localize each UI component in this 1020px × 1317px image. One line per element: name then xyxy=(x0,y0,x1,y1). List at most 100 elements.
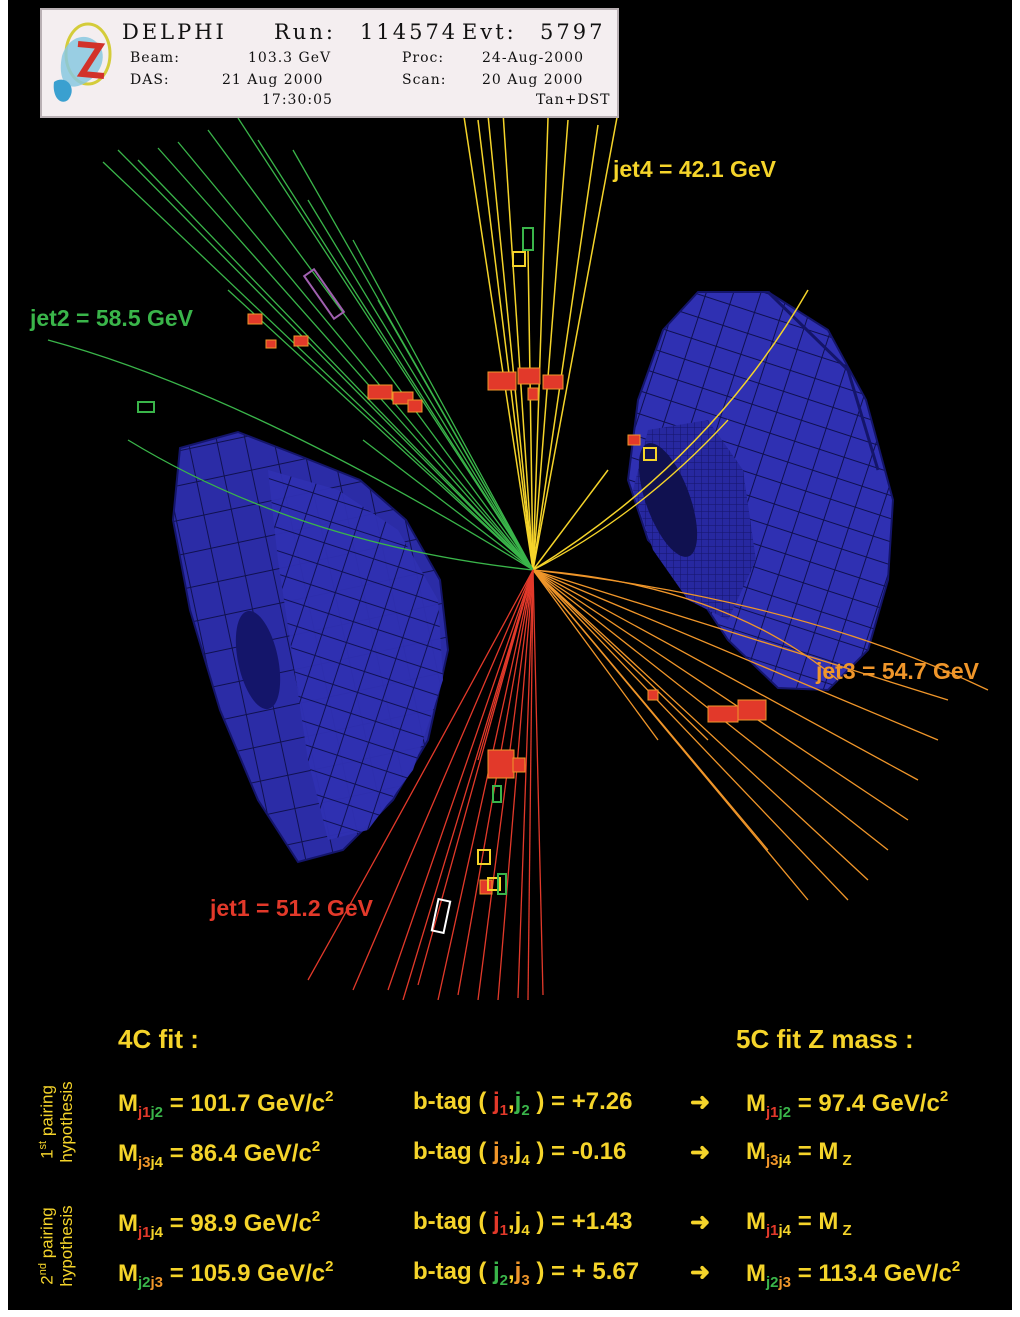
fit4c-mass: Mj2j3 = 105.9 GeV/c2 xyxy=(118,1258,334,1291)
jet3-track xyxy=(532,569,659,741)
mass-value: = 105.9 GeV/c xyxy=(163,1260,326,1287)
btag-label: b-tag ( xyxy=(413,1138,493,1165)
z-subscript: Z xyxy=(838,1222,852,1239)
btag-jet-index: 2 xyxy=(499,1272,508,1289)
btag-jet-index: 3 xyxy=(521,1272,530,1289)
btag-result: ) = +1.43 xyxy=(529,1208,633,1235)
jet3-track xyxy=(532,569,939,741)
jet-index: j4 xyxy=(778,1152,792,1169)
btag-sep: , xyxy=(508,1138,515,1165)
squared: 2 xyxy=(325,1088,334,1105)
das-label: DAS: xyxy=(130,72,170,88)
jet-index: j2 xyxy=(138,1274,151,1291)
btag-jet: j3 xyxy=(514,1258,530,1289)
mass-value: = 86.4 GeV/c xyxy=(163,1140,312,1167)
btag-value: b-tag ( j2,j3 ) = + 5.67 xyxy=(413,1258,639,1289)
mass-subscript: j1j2 xyxy=(766,1104,791,1121)
jet1-track xyxy=(517,569,534,999)
btag-sep: , xyxy=(508,1088,515,1115)
jet2-track xyxy=(117,149,534,571)
mass-subscript: j2j3 xyxy=(766,1274,791,1291)
squared: 2 xyxy=(311,1138,321,1155)
btag-jet: j2 xyxy=(492,1258,508,1289)
jet3-track xyxy=(532,569,839,681)
jet1-track xyxy=(352,569,534,991)
jet2-track xyxy=(362,439,534,571)
event-scene xyxy=(47,109,989,1000)
jet1-track xyxy=(457,569,534,996)
jet4-track xyxy=(487,114,534,571)
mass-symbol: M xyxy=(746,1138,766,1165)
mass-symbol: M xyxy=(118,1090,138,1117)
left-endcap-detector xyxy=(171,430,450,864)
btag-jet-index: 4 xyxy=(521,1152,530,1169)
event-info-panel: DELPHI Run: 114574 Evt: 5797 Beam: 103.3… xyxy=(40,8,619,118)
fit4c-mass: Mj1j2 = 101.7 GeV/c2 xyxy=(118,1088,334,1121)
jet-index: j4 xyxy=(150,1154,164,1171)
btag-jet: j4 xyxy=(514,1208,530,1239)
jet-index: j2 xyxy=(766,1274,779,1291)
jet2-track xyxy=(307,199,534,571)
btag-value: b-tag ( j1,j2 ) = +7.26 xyxy=(413,1088,632,1119)
btag-label: b-tag ( xyxy=(413,1088,493,1115)
btag-label: b-tag ( xyxy=(413,1208,493,1235)
mass-symbol: M xyxy=(118,1260,138,1287)
jet2-track xyxy=(257,139,534,571)
jet3-track xyxy=(532,569,869,881)
jet2-track xyxy=(377,299,534,571)
time-value: 17:30:05 xyxy=(262,92,333,108)
btag-jet-index: 1 xyxy=(499,1222,508,1239)
proc-value: 24-Aug-2000 xyxy=(482,50,584,66)
fit5c-mass: Mj1j2 = 97.4 GeV/c2 xyxy=(746,1088,948,1121)
btag-sep: , xyxy=(508,1258,515,1285)
jet4-track xyxy=(532,111,619,571)
btag-label: b-tag ( xyxy=(413,1258,493,1285)
btag-jet: j2 xyxy=(514,1088,530,1119)
mass-value: = 98.9 GeV/c xyxy=(163,1210,312,1237)
btag-jet: j1 xyxy=(492,1088,508,1119)
z-subscript: Z xyxy=(838,1152,852,1169)
jet1-track xyxy=(532,569,544,996)
tan-value: Tan+DST xyxy=(536,92,611,108)
jet4-track xyxy=(532,117,549,571)
jet4-track xyxy=(462,109,534,571)
jet-index: j4 xyxy=(150,1224,164,1241)
scan-label: Scan: xyxy=(402,72,447,88)
jet-index: j1 xyxy=(766,1222,779,1239)
btag-value: b-tag ( j3,j4 ) = -0.16 xyxy=(413,1138,626,1169)
fit4c-mass: Mj3j4 = 86.4 GeV/c2 xyxy=(118,1138,320,1171)
jet-index: j3 xyxy=(138,1154,151,1171)
jet2-track xyxy=(207,129,534,571)
mass-subscript: j3j4 xyxy=(766,1152,791,1169)
jet-index: j3 xyxy=(150,1274,164,1291)
jet1-track xyxy=(477,569,534,761)
fit5c-title: 5C fit Z mass : xyxy=(736,1024,914,1054)
btag-jet-index: 4 xyxy=(521,1222,530,1239)
jet3-track xyxy=(532,569,769,851)
btag-sep: , xyxy=(508,1208,515,1235)
jet1-track xyxy=(417,569,534,986)
jet-index: j2 xyxy=(150,1104,164,1121)
btag-result: ) = + 5.67 xyxy=(529,1258,640,1285)
btag-jet: j3 xyxy=(492,1138,508,1169)
experiment-name: DELPHI xyxy=(122,20,227,44)
mass-subscript: j1j2 xyxy=(138,1104,163,1121)
jet3-track xyxy=(532,569,949,701)
squared: 2 xyxy=(939,1088,949,1105)
jet2-track xyxy=(102,161,534,571)
jet1-track xyxy=(437,569,534,1000)
mass-subscript: j1j4 xyxy=(766,1222,791,1239)
second-pairing-label: 2nd pairing hypothesis xyxy=(37,1205,76,1287)
jet2-track xyxy=(352,239,534,571)
jet-index: j3 xyxy=(766,1152,779,1169)
run-value: 114574 xyxy=(360,20,459,44)
proc-label: Proc: xyxy=(402,50,445,66)
jet4-track xyxy=(502,111,534,571)
jet2-track xyxy=(177,141,534,571)
run-label: Run: xyxy=(274,20,336,44)
mass-value: = 101.7 GeV/c xyxy=(163,1090,326,1117)
jet4-track xyxy=(527,249,534,571)
jet3-track xyxy=(532,569,909,821)
btag-jet-index: 3 xyxy=(499,1152,508,1169)
mass-subscript: j2j3 xyxy=(138,1274,163,1291)
